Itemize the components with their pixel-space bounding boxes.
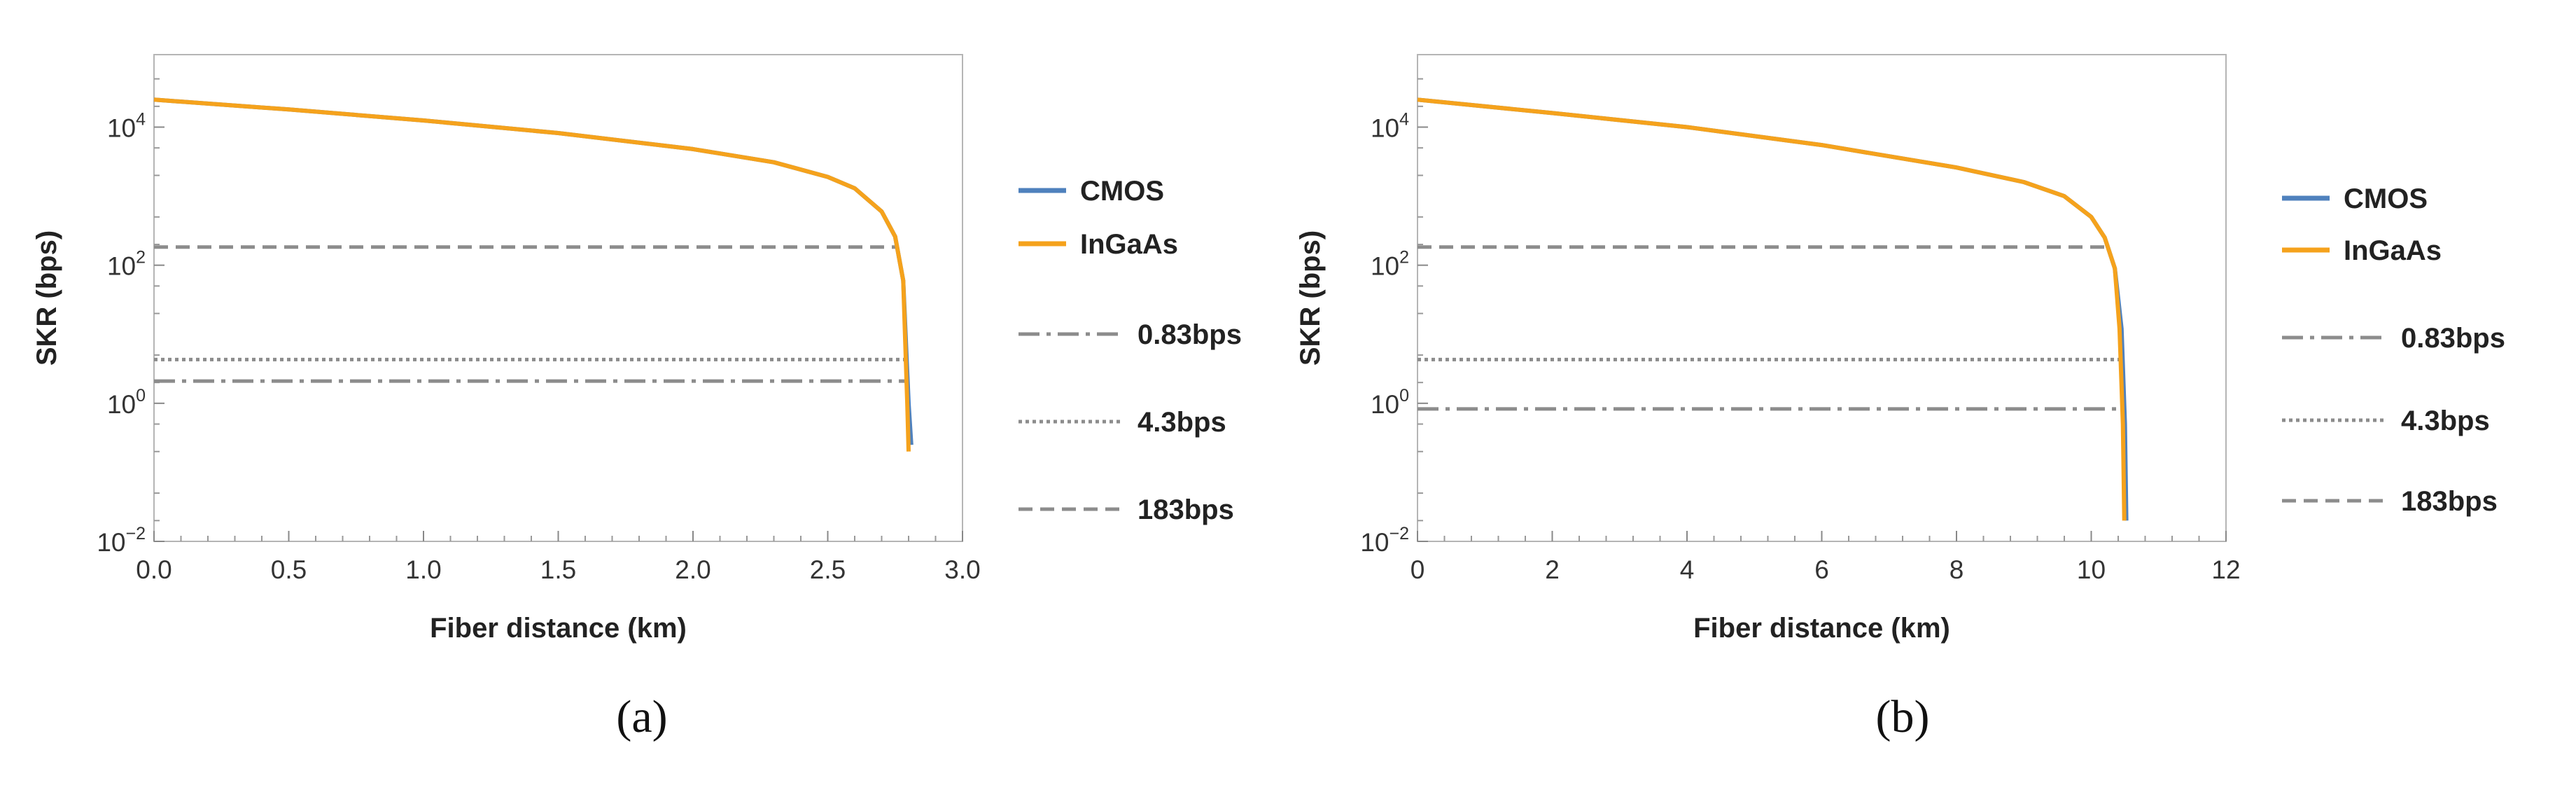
- legend-label-0.83bps: 0.83bps: [2401, 323, 2505, 354]
- x-tick-label: 2.5: [810, 555, 846, 584]
- series-line-InGaAs: [153, 97, 911, 452]
- x-tick-label: 10: [2077, 555, 2106, 584]
- legend-label-4.3bps: 4.3bps: [2401, 406, 2490, 436]
- y-tick-base: 10: [107, 252, 136, 281]
- plot-frame: [153, 54, 963, 542]
- y-tick-power: −2: [1389, 524, 1409, 543]
- y-tick-label: 10−2: [1360, 524, 1409, 557]
- y-tick-label: 10−2: [97, 524, 146, 557]
- x-axis-title: Fiber distance (km): [430, 613, 687, 644]
- y-tick-label: 100: [1371, 386, 1409, 419]
- x-tick-label: 1.0: [405, 555, 441, 584]
- y-tick-base: 10: [97, 528, 125, 557]
- x-tick-label: 2: [1545, 555, 1560, 584]
- x-axis-title: Fiber distance (km): [1693, 613, 1950, 644]
- series-line-CMOS: [1417, 97, 2129, 521]
- chart-panel-1: 0.0 0.5 1.0 1.5 2.0 2.5 3.010−2100102104Fiber …: [31, 54, 1242, 742]
- legend-label-0.83bps: 0.83bps: [1138, 319, 1242, 350]
- y-tick-label: 104: [107, 110, 146, 143]
- y-tick-power: 4: [1399, 110, 1409, 130]
- x-tick-label: 1.5: [540, 555, 576, 584]
- legend-label-183bps: 183bps: [1138, 494, 1234, 525]
- legend-label-CMOS: CMOS: [2344, 183, 2428, 214]
- y-tick-power: −2: [125, 524, 146, 543]
- legend-label-4.3bps: 4.3bps: [1138, 407, 1226, 438]
- legend-label-InGaAs: InGaAs: [1080, 229, 1178, 260]
- series-line-CMOS: [153, 97, 913, 445]
- legend-label-InGaAs: InGaAs: [2344, 235, 2442, 266]
- plot-frame: [1417, 54, 2227, 542]
- y-tick-label: 100: [107, 386, 146, 419]
- y-tick-label: 102: [107, 248, 146, 281]
- x-tick-label: 12: [2211, 555, 2240, 584]
- x-tick-label: 3.0: [944, 555, 980, 584]
- y-tick-power: 4: [136, 110, 146, 130]
- x-tick-label: 0.5: [271, 555, 307, 584]
- x-tick-label: 6: [1814, 555, 1829, 584]
- y-tick-power: 2: [136, 248, 146, 268]
- y-tick-power: 2: [1399, 248, 1409, 268]
- x-tick-label: 2.0: [675, 555, 710, 584]
- legend-label-CMOS: CMOS: [1080, 176, 1164, 207]
- x-tick-label: 0: [1410, 555, 1425, 584]
- y-tick-base: 10: [107, 390, 136, 419]
- y-tick-base: 10: [107, 114, 136, 143]
- y-tick-base: 10: [1371, 252, 1399, 281]
- x-tick-label: 8: [1949, 555, 1964, 584]
- y-tick-label: 104: [1371, 110, 1409, 143]
- y-tick-base: 10: [1360, 528, 1389, 557]
- y-axis-title: SKR (bps): [1295, 230, 1326, 366]
- x-tick-label: 4: [1680, 555, 1695, 584]
- y-tick-base: 10: [1371, 114, 1399, 143]
- panel-label: (a): [616, 691, 667, 742]
- legend-label-183bps: 183bps: [2401, 486, 2498, 517]
- y-tick-power: 0: [136, 386, 146, 406]
- panel-label: (b): [1876, 691, 1930, 742]
- y-tick-power: 0: [1399, 386, 1409, 406]
- y-axis-title: SKR (bps): [31, 230, 62, 366]
- series-line-InGaAs: [1417, 97, 2127, 521]
- y-tick-base: 10: [1371, 390, 1399, 419]
- y-tick-label: 102: [1371, 248, 1409, 281]
- x-tick-label: 0.0: [136, 555, 172, 584]
